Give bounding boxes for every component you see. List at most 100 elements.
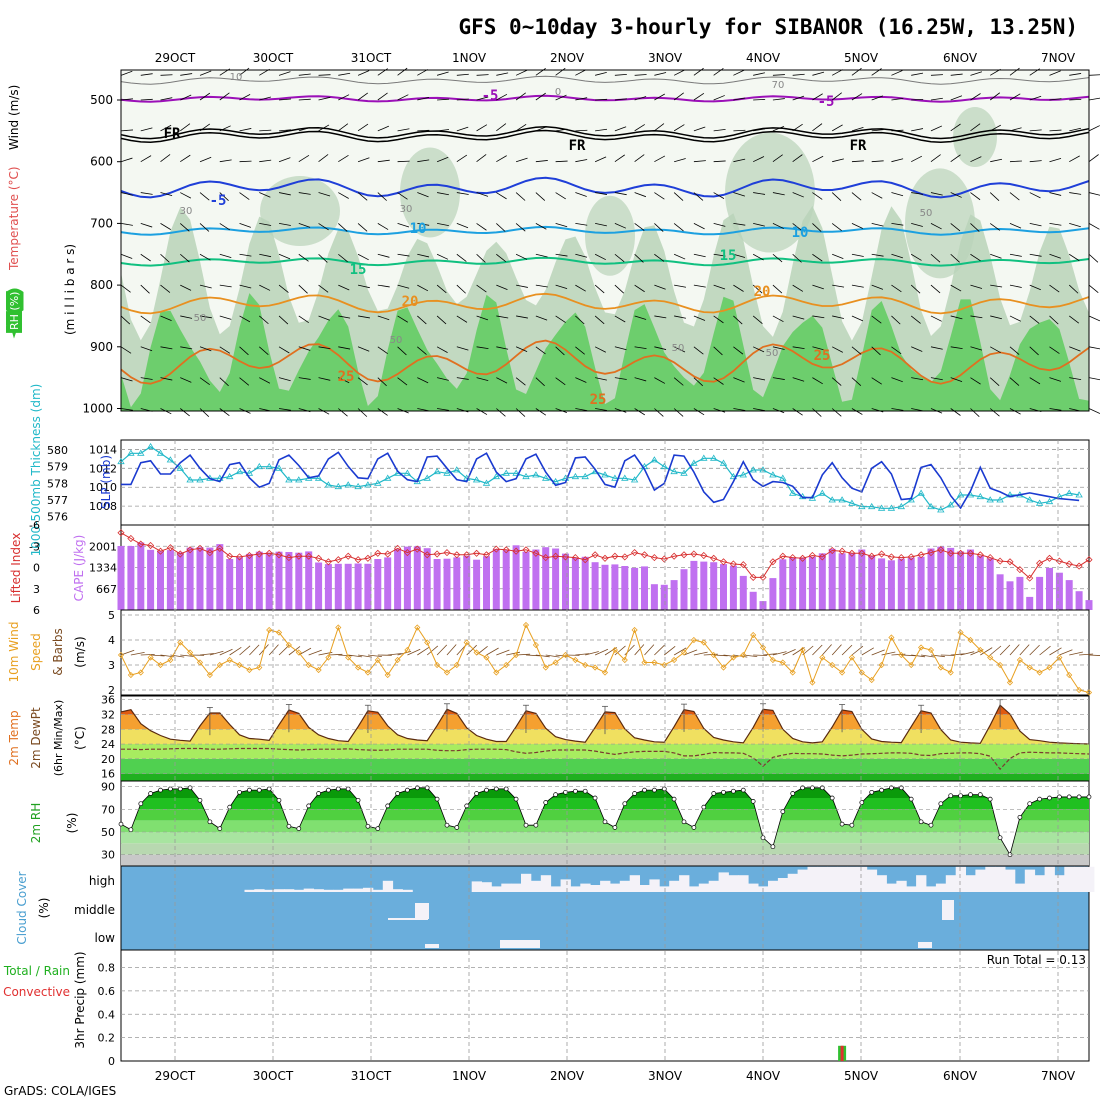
upper-barb xyxy=(1069,155,1080,163)
upper-barb xyxy=(259,377,271,384)
upper-barb xyxy=(496,284,508,291)
upper-barb xyxy=(1009,160,1022,163)
upper-barb xyxy=(673,377,684,386)
upper-barb xyxy=(357,346,370,352)
upper-barb xyxy=(1069,192,1082,195)
upper-barb xyxy=(693,346,704,355)
rh-blob-0 xyxy=(260,176,340,247)
cloud-cover-bars xyxy=(244,866,1095,948)
upper-barb xyxy=(496,377,508,384)
wind-speed-point xyxy=(513,651,520,659)
wind-barb xyxy=(239,645,251,656)
lifted-index-point xyxy=(779,552,787,560)
upper-barb xyxy=(180,284,192,291)
upper-barb xyxy=(516,284,528,288)
upper-barb xyxy=(1029,129,1042,132)
wind-axis-ticks: 5 4 3 2 xyxy=(108,609,115,697)
upper-barb xyxy=(1049,223,1062,226)
upper-barb xyxy=(160,154,171,163)
cape-bar xyxy=(522,551,530,610)
wind-speed-point xyxy=(384,671,391,679)
wind-barb xyxy=(575,653,590,656)
wind-speed-point xyxy=(1006,679,1014,686)
upper-air-contour-labels: -5 -5 FR FR FR -5 10 10 15 15 20 20 25 25 25 10 0 70 30 30 5… xyxy=(164,72,933,408)
lifted-index-point xyxy=(1016,566,1024,574)
lifted-index-point xyxy=(245,551,253,560)
cape-bar xyxy=(394,549,402,610)
upper-barb xyxy=(120,346,132,354)
upper-barb xyxy=(792,192,804,198)
rh-point xyxy=(721,789,726,795)
upper-barb xyxy=(515,408,526,417)
rh-point xyxy=(395,791,400,796)
upper-barb xyxy=(199,315,212,319)
thickness-point xyxy=(897,502,906,510)
upper-barb xyxy=(318,253,328,263)
upper-barb xyxy=(239,67,250,76)
rh-point xyxy=(345,786,351,792)
cape-bar xyxy=(176,552,184,610)
thickness-point xyxy=(621,474,629,481)
upper-barb xyxy=(515,69,528,76)
upper-barb xyxy=(634,253,644,263)
rh-point xyxy=(691,825,697,830)
rh-point xyxy=(612,825,618,830)
cape-bar xyxy=(680,569,688,610)
wind-barb xyxy=(930,654,945,658)
upper-barb xyxy=(871,346,881,356)
upper-barb xyxy=(515,253,528,260)
cape-bar xyxy=(492,549,500,610)
rh-point xyxy=(168,786,173,792)
upper-barb xyxy=(1088,377,1100,381)
cape-bar xyxy=(700,561,708,610)
wind-speed-point xyxy=(305,661,312,669)
upper-barb xyxy=(199,253,211,261)
upper-barb xyxy=(279,129,292,132)
lifted-index-point xyxy=(700,551,708,560)
wind-barb xyxy=(1079,653,1094,656)
upper-barb xyxy=(515,346,528,352)
upper-barb xyxy=(1049,192,1062,196)
wind-barb xyxy=(634,644,645,656)
upper-barb xyxy=(792,408,803,416)
upper-barb xyxy=(713,253,726,257)
precip-axis-ticks: 0.8 0.6 0.4 0.2 0 xyxy=(98,962,116,1068)
wind-speed-point xyxy=(137,669,144,676)
cloud-bar-high xyxy=(284,889,295,892)
cloud-patch-2 xyxy=(942,900,954,920)
cape-bar xyxy=(315,562,323,610)
rh-point xyxy=(1076,794,1082,800)
lifted-index-point xyxy=(561,553,570,561)
upper-barb xyxy=(930,346,943,350)
upper-barb xyxy=(673,223,684,232)
upper-barb xyxy=(496,315,509,319)
rh-point xyxy=(1027,801,1033,807)
wind-speed-point xyxy=(246,666,253,674)
rh-point xyxy=(434,796,440,802)
upper-barb xyxy=(219,92,230,101)
upper-barb xyxy=(199,223,210,232)
upper-barb xyxy=(753,408,766,412)
upper-barb xyxy=(654,155,666,163)
upper-barb xyxy=(614,74,627,76)
upper-barb xyxy=(831,377,842,386)
li-tick-label: -6 xyxy=(29,519,40,532)
slp-line xyxy=(121,451,1080,510)
upper-barb xyxy=(595,223,607,227)
upper-barb xyxy=(199,284,212,289)
upper-barb xyxy=(733,346,744,355)
upper-barb xyxy=(851,93,863,101)
upper-barb xyxy=(713,129,726,132)
cloud-axis-unit: (%) xyxy=(37,898,51,919)
temperature-axis-label-b: 2m DewPt xyxy=(29,707,43,769)
thickness-point xyxy=(937,506,945,513)
upper-barb xyxy=(199,192,210,201)
upper-barb xyxy=(1088,253,1099,263)
lifted-index-point xyxy=(147,541,155,550)
wind-barb xyxy=(1049,647,1062,656)
precip-tick-label: 0.2 xyxy=(98,1032,116,1045)
lifted-index-point xyxy=(818,553,826,561)
upper-barb xyxy=(812,93,823,101)
cape-bar xyxy=(354,563,362,610)
